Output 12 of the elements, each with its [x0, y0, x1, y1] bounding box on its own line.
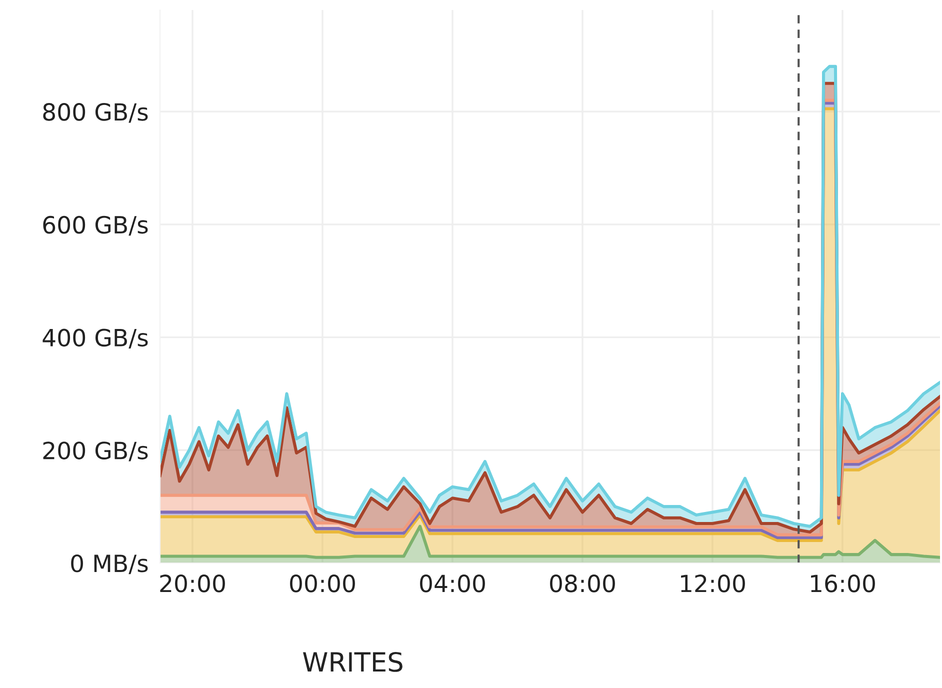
- x-tick-label: 04:00: [420, 574, 485, 592]
- x-tick-label: 08:00: [550, 574, 615, 592]
- y-tick-label: 600 GB/s: [43, 216, 148, 236]
- y-tick-label: 0 MB/s: [71, 554, 148, 574]
- y-tick-label: 200 GB/s: [43, 442, 148, 462]
- x-tick-label: 00:00: [290, 574, 355, 592]
- y-tick-label: 800 GB/s: [43, 103, 148, 123]
- x-axis-title: WRITES: [303, 652, 402, 672]
- x-tick-label: 12:00: [681, 574, 745, 592]
- x-tick-label: 20:00: [160, 574, 225, 592]
- x-tick-label: 16:00: [811, 574, 875, 592]
- y-tick-label: 400 GB/s: [42, 328, 148, 348]
